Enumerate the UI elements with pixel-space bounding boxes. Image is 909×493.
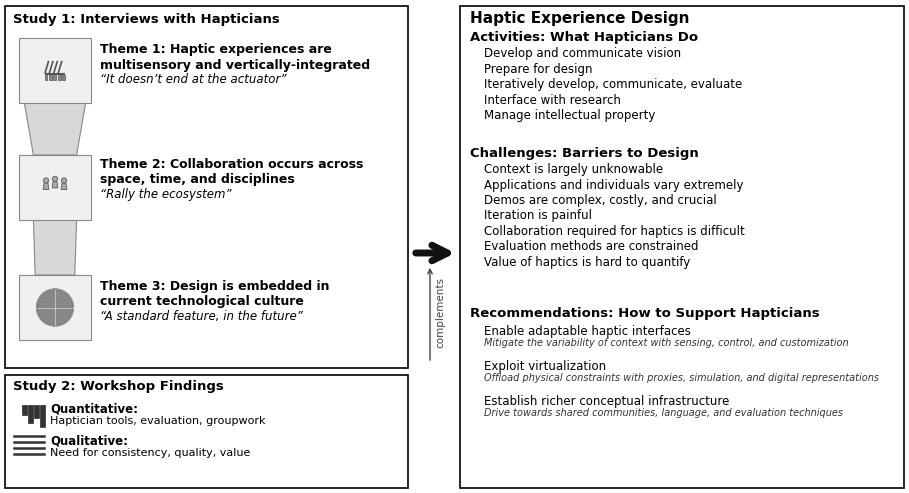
Text: “It doesn’t end at the actuator”: “It doesn’t end at the actuator” (100, 73, 286, 86)
Bar (34, 405, 39, 418)
Text: Theme 3: Design is embedded in
current technological culture: Theme 3: Design is embedded in current t… (100, 280, 329, 309)
Text: Exploit virtualization: Exploit virtualization (484, 360, 606, 373)
Bar (54, 75, 56, 80)
Circle shape (36, 289, 74, 326)
Text: Haptic Experience Design: Haptic Experience Design (470, 11, 690, 26)
Text: Offload physical constraints with proxies, simulation, and digital representatio: Offload physical constraints with proxie… (484, 373, 879, 383)
Text: “A standard feature, in the future”: “A standard feature, in the future” (100, 310, 303, 323)
Text: Recommendations: How to Support Hapticians: Recommendations: How to Support Hapticia… (470, 307, 820, 320)
Text: Context is largely unknowable: Context is largely unknowable (484, 163, 664, 176)
Circle shape (62, 178, 66, 183)
Text: Interface with research: Interface with research (484, 94, 621, 106)
Bar (58, 75, 61, 80)
Polygon shape (34, 220, 76, 275)
Text: Need for consistency, quality, value: Need for consistency, quality, value (50, 448, 250, 458)
Bar (22, 405, 27, 415)
Circle shape (53, 176, 57, 181)
Bar (19, 38, 91, 103)
Text: Prepare for design: Prepare for design (484, 63, 593, 75)
Text: “Rally the ecosystem”: “Rally the ecosystem” (100, 188, 232, 201)
Text: Evaluation methods are constrained: Evaluation methods are constrained (484, 241, 698, 253)
Text: Collaboration required for haptics is difficult: Collaboration required for haptics is di… (484, 225, 744, 238)
Polygon shape (44, 183, 49, 189)
Text: Demos are complex, costly, and crucial: Demos are complex, costly, and crucial (484, 194, 717, 207)
Bar (45, 75, 47, 80)
Text: Study 1: Interviews with Hapticians: Study 1: Interviews with Hapticians (13, 13, 280, 26)
Polygon shape (61, 183, 66, 189)
Text: Enable adaptable haptic interfaces: Enable adaptable haptic interfaces (484, 325, 691, 338)
Text: Qualitative:: Qualitative: (50, 435, 128, 448)
Text: Theme 2: Collaboration occurs across
space, time, and disciplines: Theme 2: Collaboration occurs across spa… (100, 158, 364, 186)
Text: Manage intellectual property: Manage intellectual property (484, 109, 655, 122)
Polygon shape (52, 181, 58, 188)
Text: Study 2: Workshop Findings: Study 2: Workshop Findings (13, 380, 224, 393)
Text: Develop and communicate vision: Develop and communicate vision (484, 47, 681, 60)
Bar (49, 75, 52, 80)
Text: Mitigate the variability of context with sensing, control, and customization: Mitigate the variability of context with… (484, 338, 849, 348)
Text: Value of haptics is hard to quantify: Value of haptics is hard to quantify (484, 256, 690, 269)
Bar (19, 275, 91, 340)
Text: Iteration is painful: Iteration is painful (484, 210, 592, 222)
Text: Theme 1: Haptic experiences are
multisensory and vertically-integrated: Theme 1: Haptic experiences are multisen… (100, 43, 370, 71)
Bar (28, 405, 33, 423)
Bar (40, 405, 45, 427)
Polygon shape (25, 103, 85, 155)
Bar (5, 6, 408, 368)
Bar (5, 375, 408, 488)
Text: Applications and individuals vary extremely: Applications and individuals vary extrem… (484, 178, 744, 191)
Bar (460, 6, 904, 488)
Circle shape (44, 178, 48, 183)
Text: Establish richer conceptual infrastructure: Establish richer conceptual infrastructu… (484, 395, 729, 408)
Text: Iteratively develop, communicate, evaluate: Iteratively develop, communicate, evalua… (484, 78, 743, 91)
Text: Challenges: Barriers to Design: Challenges: Barriers to Design (470, 147, 699, 160)
Text: Quantitative:: Quantitative: (50, 403, 138, 416)
Text: Activities: What Hapticians Do: Activities: What Hapticians Do (470, 31, 698, 44)
Text: Drive towards shared communities, language, and evaluation techniques: Drive towards shared communities, langua… (484, 408, 843, 418)
Bar (19, 155, 91, 220)
Bar (62, 75, 65, 80)
Text: Haptician tools, evaluation, groupwork: Haptician tools, evaluation, groupwork (50, 416, 265, 426)
Text: complements: complements (435, 278, 445, 349)
